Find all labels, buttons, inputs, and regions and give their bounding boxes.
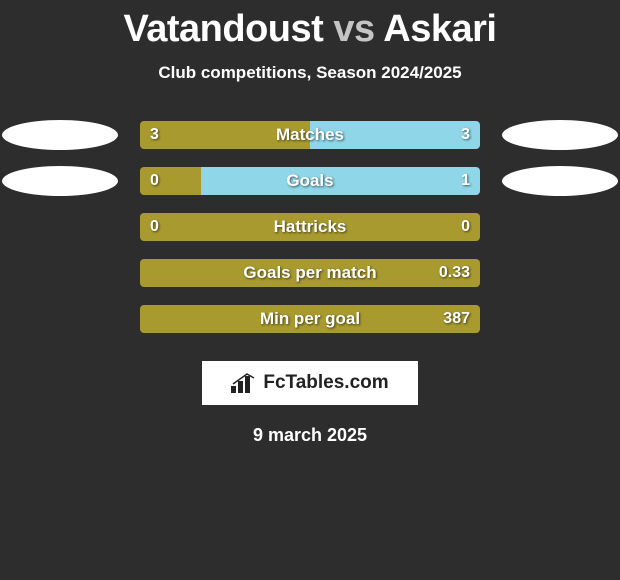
player2-badge: [502, 166, 618, 196]
stat-left-value: 0: [150, 172, 159, 190]
stat-right-value: 0.33: [439, 264, 470, 282]
player1-badge: [2, 166, 118, 196]
stat-rows: Matches33Goals01Hattricks00Goals per mat…: [0, 121, 620, 333]
stat-right-value: 0: [461, 218, 470, 236]
player1-name: Vatandoust: [123, 8, 323, 50]
stat-row: Matches33: [0, 121, 620, 149]
stat-row: Hattricks00: [0, 213, 620, 241]
stat-row: Goals01: [0, 167, 620, 195]
bar-right-segment: [201, 167, 480, 195]
subtitle: Club competitions, Season 2024/2025: [0, 63, 620, 83]
stat-row: Min per goal387: [0, 305, 620, 333]
stat-right-value: 387: [443, 310, 470, 328]
stat-right-value: 1: [461, 172, 470, 190]
stat-right-value: 3: [461, 126, 470, 144]
bar-left-segment: [140, 121, 310, 149]
stat-left-value: 3: [150, 126, 159, 144]
stat-left-value: 0: [150, 218, 159, 236]
logo-text: FcTables.com: [263, 372, 388, 394]
fctables-logo[interactable]: FcTables.com: [202, 361, 418, 405]
bar-left-segment: [140, 259, 480, 287]
stat-bar: Hattricks00: [140, 213, 480, 241]
chart-icon: [231, 373, 257, 393]
stat-bar: Goals per match0.33: [140, 259, 480, 287]
stat-bar: Matches33: [140, 121, 480, 149]
bar-left-segment: [140, 213, 480, 241]
player2-badge: [502, 120, 618, 150]
stat-bar: Min per goal387: [140, 305, 480, 333]
vs-text: vs: [333, 8, 374, 50]
bar-left-segment: [140, 305, 480, 333]
comparison-title: Vatandoust vs Askari: [0, 0, 620, 51]
stat-row: Goals per match0.33: [0, 259, 620, 287]
stat-bar: Goals01: [140, 167, 480, 195]
bar-right-segment: [310, 121, 480, 149]
player2-name: Askari: [383, 8, 496, 50]
date-text: 9 march 2025: [0, 425, 620, 446]
player1-badge: [2, 120, 118, 150]
